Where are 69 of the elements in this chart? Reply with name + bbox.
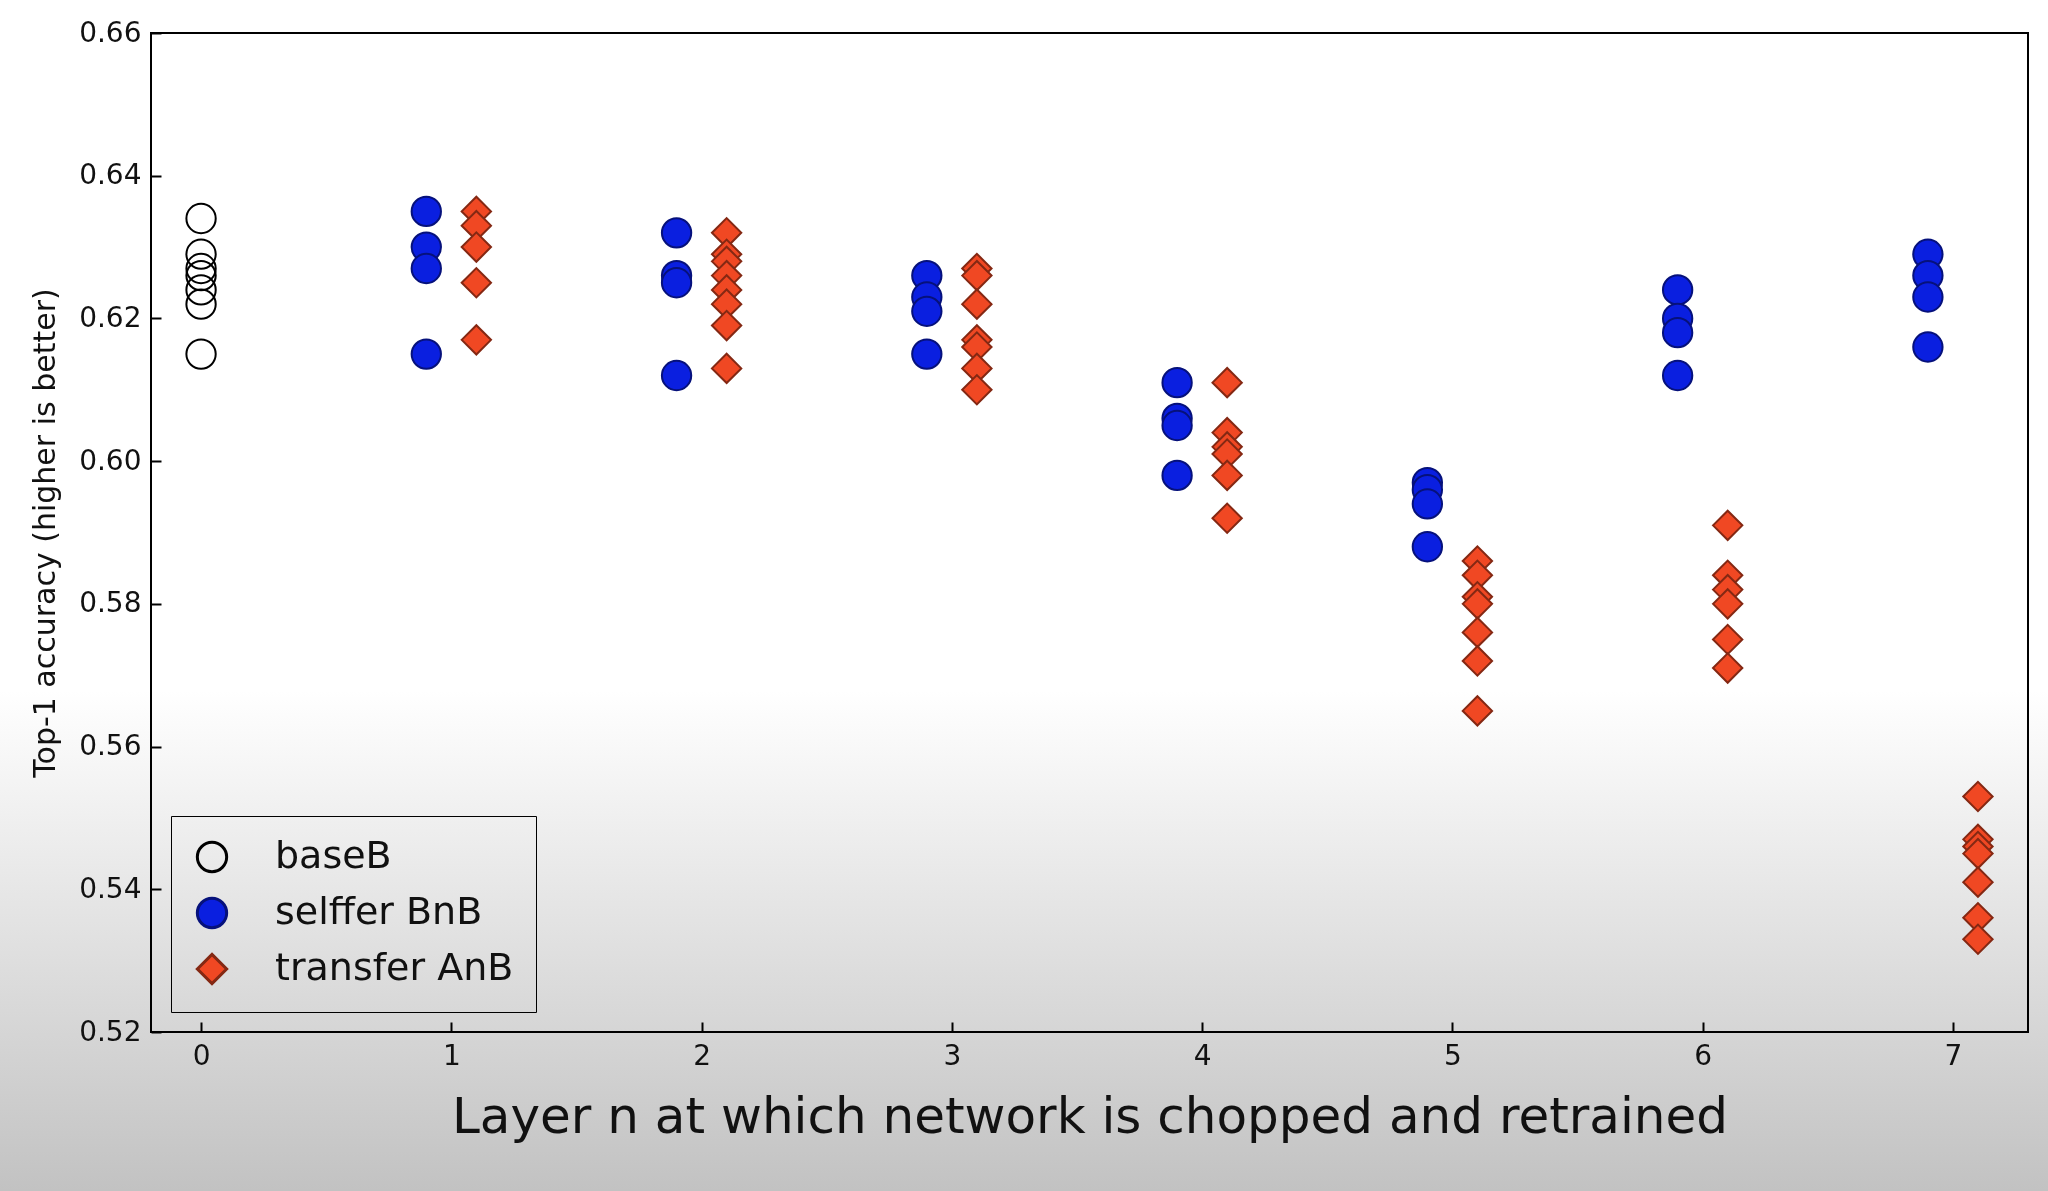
- point: [1712, 623, 1744, 656]
- point: [911, 338, 943, 370]
- point: [1461, 695, 1494, 727]
- point: [460, 324, 493, 356]
- legend-label: selffer BnB: [275, 889, 483, 933]
- x-tick-label: 5: [1443, 1038, 1462, 1072]
- point: [1962, 866, 1994, 898]
- point: [660, 359, 693, 392]
- point: [1912, 331, 1944, 363]
- x-tick-label: 7: [1944, 1038, 1963, 1072]
- point: [1661, 359, 1694, 392]
- x-tick-label: 1: [442, 1038, 461, 1072]
- x-tick-label: 6: [1694, 1038, 1713, 1072]
- point: [1161, 459, 1193, 492]
- point: [410, 252, 442, 285]
- point: [961, 288, 993, 320]
- point: [1661, 274, 1694, 306]
- point: [1962, 923, 1994, 955]
- point: [710, 309, 743, 342]
- y-tick-label: 0.64: [79, 158, 142, 192]
- legend-label: transfer AnB: [275, 945, 514, 989]
- point: [1712, 588, 1744, 620]
- point: [660, 217, 693, 249]
- point: [1161, 367, 1193, 399]
- point: [185, 238, 217, 270]
- x-tick-label: 4: [1193, 1038, 1212, 1072]
- point: [1461, 645, 1494, 677]
- point: [185, 252, 217, 285]
- point: [185, 288, 217, 320]
- point: [460, 231, 493, 263]
- point: [660, 267, 693, 299]
- x-tick-label: 3: [943, 1038, 962, 1072]
- point: [1962, 780, 1994, 813]
- point: [710, 352, 743, 385]
- x-tick-label: 2: [693, 1038, 711, 1072]
- point: [1211, 459, 1243, 492]
- y-tick-label: 0.60: [79, 443, 142, 477]
- y-tick-label: 0.56: [79, 729, 142, 763]
- point: [1461, 616, 1494, 649]
- point: [185, 274, 217, 306]
- point: [1411, 488, 1444, 520]
- y-tick-label: 0.58: [79, 586, 142, 620]
- point: [1211, 366, 1243, 399]
- point: [1712, 509, 1744, 542]
- point: [1161, 409, 1193, 442]
- x-tick-label: 0: [192, 1038, 211, 1072]
- y-tick-label: 0.66: [79, 15, 142, 49]
- legend-label: baseB: [275, 833, 392, 877]
- point: [185, 202, 217, 235]
- point: [1211, 502, 1243, 534]
- point: [185, 259, 217, 292]
- y-axis-title: Top-1 accuracy (higher is better): [27, 288, 63, 779]
- y-tick-label: 0.52: [79, 1014, 142, 1048]
- point: [1461, 588, 1494, 620]
- y-tick-label: 0.62: [79, 300, 142, 334]
- x-axis-title: Layer n at which network is chopped and retrained: [451, 1086, 1729, 1145]
- point: [410, 338, 442, 370]
- point: [961, 259, 993, 292]
- y-tick-label: 0.54: [79, 871, 142, 905]
- point: [1912, 281, 1944, 313]
- point: [1411, 531, 1444, 563]
- point: [961, 374, 993, 406]
- point: [460, 267, 493, 299]
- point: [185, 338, 217, 370]
- point: [1962, 837, 1994, 870]
- point: [1661, 317, 1694, 349]
- point: [911, 295, 943, 327]
- point: [410, 195, 442, 228]
- point: [1712, 652, 1744, 684]
